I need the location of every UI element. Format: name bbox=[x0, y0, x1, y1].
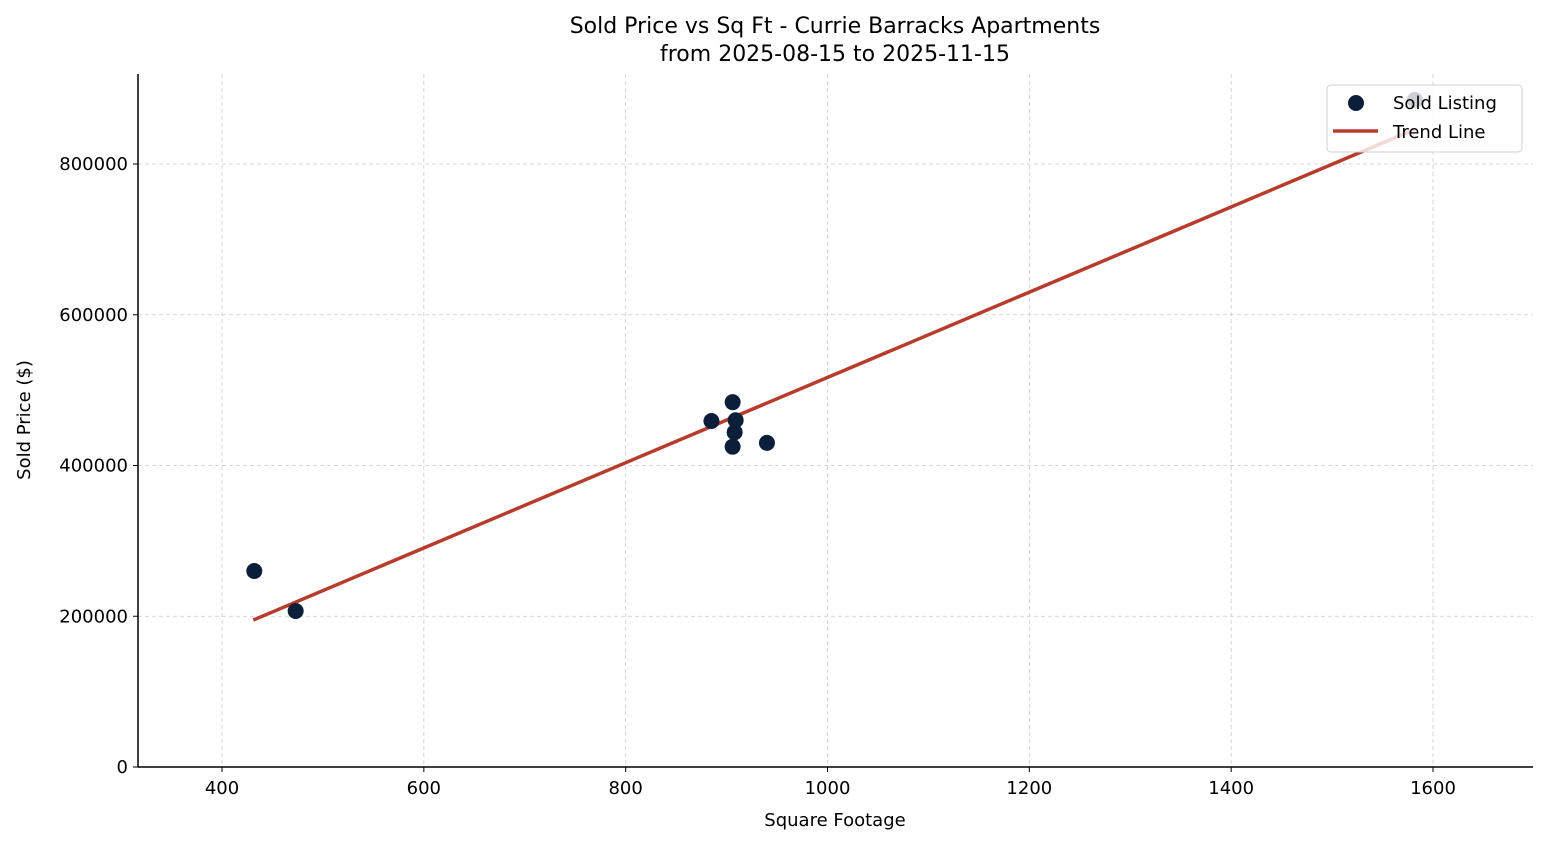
x-tick-label: 600 bbox=[407, 778, 441, 799]
data-point bbox=[758, 434, 775, 451]
x-tick-label: 800 bbox=[608, 778, 642, 799]
legend-box bbox=[1326, 84, 1523, 153]
y-tick-label: 0 bbox=[117, 757, 128, 778]
y-tick-label: 600000 bbox=[59, 305, 128, 326]
data-point bbox=[287, 602, 304, 619]
x-tick-label: 1000 bbox=[805, 778, 851, 799]
legend-label-trend-line: Trend Line bbox=[1392, 122, 1486, 143]
legend-label-sold-listing: Sold Listing bbox=[1393, 93, 1497, 114]
chart-title: Sold Price vs Sq Ft - Currie Barracks Ap… bbox=[570, 14, 1101, 39]
axes: 400 600 800 1000 1200 1400 1600 0 200000 400000 60… bbox=[59, 74, 1533, 799]
data-points bbox=[246, 91, 1423, 619]
y-tick-label: 400000 bbox=[59, 456, 128, 477]
x-tick-label: 1600 bbox=[1410, 778, 1456, 799]
data-point bbox=[703, 413, 720, 430]
x-tick-label: 1200 bbox=[1006, 778, 1052, 799]
y-axis-label: Sold Price ($) bbox=[14, 360, 35, 480]
y-tick-label: 800000 bbox=[59, 154, 128, 175]
data-point bbox=[246, 563, 263, 580]
y-tick-label: 200000 bbox=[59, 606, 128, 627]
grid-lines bbox=[138, 74, 1533, 767]
legend: Sold Listing Trend Line bbox=[1326, 84, 1523, 153]
x-axis-label: Square Footage bbox=[764, 810, 905, 831]
legend-marker-sold-listing bbox=[1348, 95, 1364, 111]
x-tick-label: 400 bbox=[205, 778, 239, 799]
data-point bbox=[727, 412, 744, 429]
chart-subtitle: from 2025-08-15 to 2025-11-15 bbox=[660, 42, 1010, 67]
x-tick-label: 1400 bbox=[1208, 778, 1254, 799]
data-point bbox=[724, 394, 741, 411]
trend-line-path bbox=[252, 127, 1416, 622]
trend-line bbox=[252, 127, 1416, 622]
data-point bbox=[726, 424, 743, 441]
data-point bbox=[724, 438, 741, 455]
